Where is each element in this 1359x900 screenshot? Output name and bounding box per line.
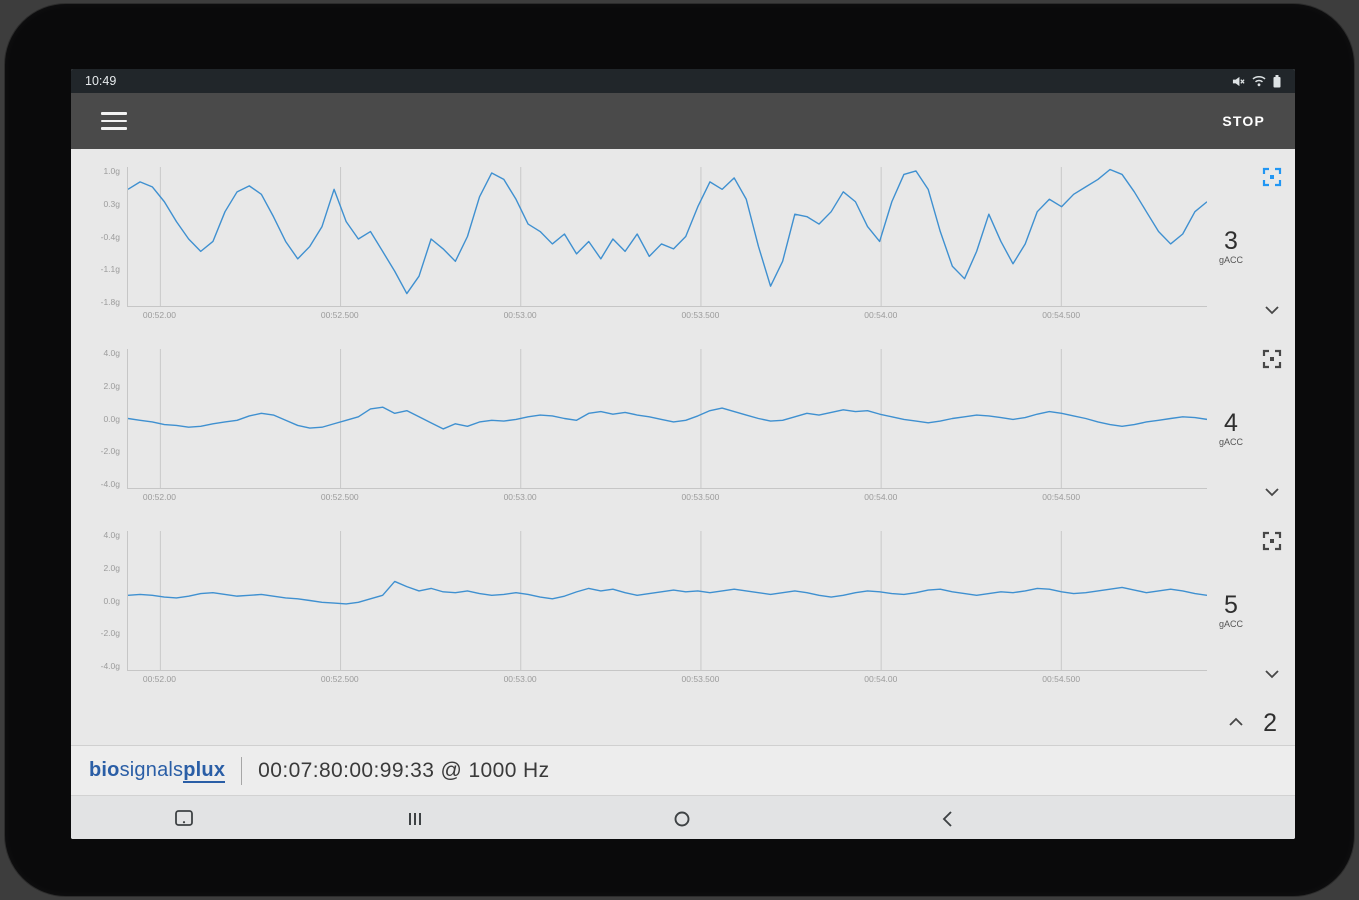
channel-unit: gACC [1219, 436, 1244, 447]
x-tick-label: 00:53.00 [503, 674, 537, 684]
chevron-up-icon[interactable] [1225, 715, 1247, 731]
x-tick-label: 00:54.00 [864, 492, 898, 502]
x-axis-labels: 00:52.00 00:52.500 00:53.00 00:53.500 00:54.… [127, 671, 1207, 685]
mute-icon [1232, 75, 1245, 88]
chevron-down-icon[interactable] [1261, 485, 1283, 501]
tablet-screen: 10:49 STO [71, 69, 1295, 839]
x-tick-label: 00:52.500 [320, 674, 359, 684]
x-tick-label: 00:53.500 [681, 674, 720, 684]
y-tick-label: -2.0g [100, 628, 120, 639]
x-tick-label: 00:53.00 [503, 310, 537, 320]
fullscreen-icon[interactable] [1261, 349, 1283, 371]
y-tick-label: -1.8g [100, 297, 120, 307]
chevron-down-icon[interactable] [1261, 667, 1283, 683]
x-tick-label: 00:54.00 [864, 674, 898, 684]
collapsed-channel-row: 2 [71, 701, 1295, 745]
status-icons [1232, 74, 1281, 88]
x-axis-labels: 00:52.00 00:52.500 00:53.00 00:53.500 00:54.… [127, 307, 1207, 321]
channel-label: 5 gACC [1219, 592, 1243, 629]
x-tick-label: 00:52.500 [320, 310, 359, 320]
android-nav-bar [71, 795, 1295, 839]
x-tick-label: 00:54.500 [1042, 674, 1081, 684]
y-tick-label: 0.3g [103, 198, 120, 209]
channel-number: 3 [1224, 226, 1238, 255]
chevron-down-icon[interactable] [1261, 303, 1283, 319]
recording-timestamp: 00:07:80:00:99:33 @ 1000 Hz [258, 758, 550, 782]
y-tick-label: 0.0g [103, 595, 120, 606]
hamburger-icon[interactable] [101, 111, 127, 131]
channel-unit: gACC [1219, 618, 1244, 629]
channel-chart-3: 1.0g 0.3g -0.4g -1.1g -1.8g 00:52.00 00:52.50… [71, 155, 1295, 337]
x-tick-label: 00:54.00 [864, 310, 898, 320]
signal-trace [128, 581, 1207, 604]
y-tick-label: 4.0g [103, 530, 120, 540]
y-tick-label: -2.0g [100, 446, 120, 457]
y-tick-label: -4.0g [100, 479, 120, 489]
channel-chart-5: 4.0g 2.0g 0.0g -2.0g -4.0g 00:52.00 00:52.500… [71, 519, 1295, 701]
y-tick-label: 2.0g [103, 380, 120, 391]
x-tick-label: 00:53.500 [681, 310, 720, 320]
charts-area: 1.0g 0.3g -0.4g -1.1g -1.8g 00:52.00 00:52.50… [71, 149, 1295, 745]
channel-controls: 3 gACC [1207, 167, 1295, 319]
tablet-bezel: 10:49 STO [4, 3, 1355, 897]
channel-controls: 5 gACC [1207, 531, 1295, 683]
y-tick-label: 2.0g [103, 562, 120, 573]
signal-plot-svg [127, 531, 1207, 671]
x-tick-label: 00:52.00 [142, 492, 176, 502]
fullscreen-icon[interactable] [1261, 531, 1283, 553]
channel-label: 3 gACC [1219, 228, 1243, 265]
back-icon[interactable] [936, 806, 958, 832]
battery-icon [1273, 74, 1281, 88]
x-tick-label: 00:52.500 [320, 492, 359, 502]
y-tick-label: 1.0g [103, 166, 120, 176]
x-tick-label: 00:54.500 [1042, 492, 1081, 502]
x-tick-label: 00:52.00 [142, 674, 176, 684]
app-toolbar: STOP [71, 93, 1295, 149]
y-tick-label: -0.4g [100, 231, 120, 242]
collapsed-channel-number[interactable]: 2 [1263, 708, 1277, 737]
signal-plot[interactable]: 00:52.00 00:52.500 00:53.00 00:53.500 00:54.… [127, 531, 1207, 701]
status-bar: 10:49 [71, 69, 1295, 93]
signal-plot-svg [127, 167, 1207, 307]
channel-number: 5 [1224, 590, 1238, 619]
channel-label: 4 gACC [1219, 410, 1243, 447]
channel-number: 4 [1224, 408, 1238, 437]
y-tick-label: -1.1g [100, 264, 120, 275]
y-axis-labels: 4.0g 2.0g 0.0g -2.0g -4.0g [71, 531, 127, 671]
x-tick-label: 00:54.500 [1042, 310, 1081, 320]
status-time: 10:49 [85, 74, 117, 88]
channel-unit: gACC [1219, 254, 1244, 265]
wifi-icon [1252, 75, 1266, 87]
footer-bar: biosignalsplux 00:07:80:00:99:33 @ 1000 … [71, 745, 1295, 795]
footer-divider [241, 756, 243, 785]
x-tick-label: 00:53.00 [503, 492, 537, 502]
signal-plot-svg [127, 349, 1207, 489]
y-tick-label: 0.0g [103, 413, 120, 424]
signal-plot[interactable]: 00:52.00 00:52.500 00:53.00 00:53.500 00:54.… [127, 167, 1207, 337]
x-axis-labels: 00:52.00 00:52.500 00:53.00 00:53.500 00:54.… [127, 489, 1207, 503]
y-tick-label: -4.0g [100, 661, 120, 671]
fullscreen-icon[interactable] [1261, 167, 1283, 189]
channel-chart-4: 4.0g 2.0g 0.0g -2.0g -4.0g 00:52.00 00:52.500… [71, 337, 1295, 519]
signal-trace [128, 169, 1207, 293]
y-tick-label: 4.0g [103, 348, 120, 358]
channel-controls: 4 gACC [1207, 349, 1295, 501]
biosignalsplux-logo: biosignalsplux [89, 759, 226, 783]
recents-icon[interactable] [402, 807, 428, 831]
x-tick-label: 00:52.00 [142, 310, 176, 320]
x-tick-label: 00:53.500 [681, 492, 720, 502]
y-axis-labels: 4.0g 2.0g 0.0g -2.0g -4.0g [71, 349, 127, 489]
stop-button[interactable]: STOP [1222, 113, 1265, 129]
y-axis-labels: 1.0g 0.3g -0.4g -1.1g -1.8g [71, 167, 127, 307]
signal-trace [128, 407, 1207, 429]
screenshot-icon[interactable] [169, 805, 199, 833]
signal-plot[interactable]: 00:52.00 00:52.500 00:53.00 00:53.500 00:54.… [127, 349, 1207, 519]
home-icon[interactable] [669, 806, 695, 832]
